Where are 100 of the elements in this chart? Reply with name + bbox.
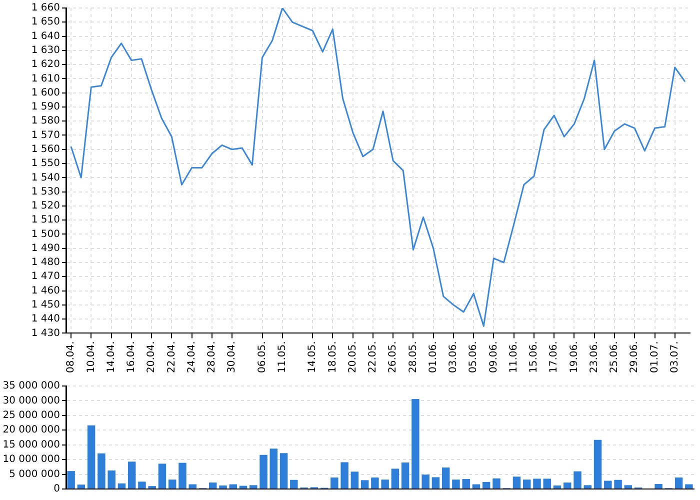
bar — [391, 468, 400, 488]
bar — [381, 480, 389, 488]
x-tick-label: 11.05. — [276, 341, 288, 374]
bar — [512, 476, 521, 488]
bar — [522, 480, 531, 488]
y-tick-label: 1 650 — [31, 16, 60, 28]
bar — [77, 484, 86, 488]
x-tick-label: 08.04. — [66, 341, 77, 374]
bar — [67, 471, 75, 488]
y-tick-label: 1 560 — [31, 144, 60, 155]
bar — [128, 462, 136, 488]
y-tick-label: 0 — [54, 484, 60, 495]
x-tick-label: 29.06. — [629, 341, 640, 374]
y-tick-label: 1 550 — [31, 158, 60, 170]
bar — [250, 485, 258, 488]
y-tick-label: 1 580 — [31, 116, 60, 127]
bar — [188, 484, 196, 488]
y-tick-label: 15 000 000 — [2, 439, 60, 450]
x-tick-label: 22.05. — [368, 341, 379, 374]
y-tick-label: 1 610 — [31, 73, 60, 84]
y-tick-label: 30 000 000 — [2, 395, 60, 406]
bar — [108, 470, 116, 488]
bar — [442, 468, 450, 488]
bar — [432, 477, 440, 488]
y-tick-label: 1 630 — [31, 45, 60, 56]
bar — [87, 425, 96, 488]
bar — [472, 484, 480, 488]
bar — [350, 472, 359, 488]
y-tick-label: 1 470 — [31, 271, 60, 282]
bar — [219, 485, 227, 488]
bar — [462, 478, 470, 488]
x-tick-label: 17.06. — [548, 341, 560, 374]
bar — [208, 482, 217, 488]
bar — [98, 453, 106, 488]
bar — [574, 471, 582, 488]
bar — [594, 440, 602, 488]
x-tick-label: 28.04. — [206, 341, 218, 374]
x-tick-label: 19.06. — [568, 341, 580, 374]
x-tick-label: 25.06. — [609, 341, 620, 374]
x-tick-label: 28.05. — [408, 341, 419, 374]
bar — [564, 482, 572, 488]
y-tick-label: 25 000 000 — [2, 410, 60, 422]
y-tick-label: 35 000 000 — [2, 380, 60, 392]
y-tick-label: 1 500 — [31, 228, 60, 240]
x-tick-label: 16.04. — [126, 341, 138, 374]
x-tick-label: 26.05. — [388, 341, 399, 374]
x-tick-label: 15.06. — [528, 341, 540, 374]
bar — [168, 480, 176, 488]
x-tick-label: 23.06. — [588, 341, 600, 374]
x-tick-label: 10.04. — [86, 341, 97, 374]
x-tick-label: 09.06. — [488, 341, 500, 374]
y-tick-label: 5 000 000 — [9, 468, 60, 480]
y-tick-label: 1 540 — [31, 172, 60, 184]
bar — [654, 484, 662, 488]
x-tick-label: 14.05. — [307, 341, 318, 374]
bar — [138, 482, 146, 488]
bar — [290, 480, 298, 488]
y-tick-label: 1 600 — [31, 87, 60, 98]
x-tick-label: 24.04. — [186, 341, 198, 374]
y-tick-label: 1 660 — [31, 2, 60, 14]
y-tick-label: 1 640 — [31, 30, 60, 42]
bar — [422, 474, 430, 488]
bar — [614, 480, 622, 488]
x-tick-label: 05.06. — [468, 341, 480, 374]
bar — [674, 478, 683, 488]
y-tick-label: 20 000 000 — [2, 424, 60, 436]
y-tick-label: 1 590 — [31, 102, 60, 113]
y-tick-label: 10 000 000 — [2, 454, 60, 466]
bar — [604, 480, 612, 488]
x-tick-label: 30.04. — [226, 341, 238, 374]
bar — [158, 464, 166, 488]
bar — [229, 484, 238, 488]
x-tick-label: 06.05. — [256, 341, 268, 374]
bar — [685, 484, 693, 488]
bar — [360, 480, 369, 488]
y-tick-label: 1 490 — [31, 242, 60, 254]
y-tick-label: 1 570 — [31, 130, 60, 141]
x-tick-label: 03.07. — [669, 341, 680, 374]
y-tick-label: 1 430 — [31, 328, 60, 339]
x-tick-label: 20.05. — [347, 341, 358, 374]
bar — [340, 462, 348, 488]
bar — [543, 478, 552, 488]
y-tick-label: 1 620 — [31, 59, 60, 70]
bar — [533, 478, 541, 488]
bar — [330, 478, 338, 488]
y-tick-label: 1 460 — [31, 285, 60, 296]
x-tick-label: 20.04. — [146, 341, 158, 374]
bar — [624, 485, 632, 488]
bar — [260, 454, 268, 488]
x-tick-label: 01.07. — [649, 341, 660, 374]
bar — [371, 478, 379, 488]
bar — [270, 448, 278, 488]
x-tick-label: 14.04. — [106, 341, 117, 374]
x-tick-label: 22.04. — [166, 341, 178, 374]
bar — [280, 453, 288, 488]
bar — [452, 480, 460, 488]
y-tick-label: 1 480 — [31, 257, 60, 268]
x-tick-label: 01.06. — [428, 341, 439, 374]
bar — [584, 485, 592, 488]
y-tick-label: 1 440 — [31, 314, 60, 325]
